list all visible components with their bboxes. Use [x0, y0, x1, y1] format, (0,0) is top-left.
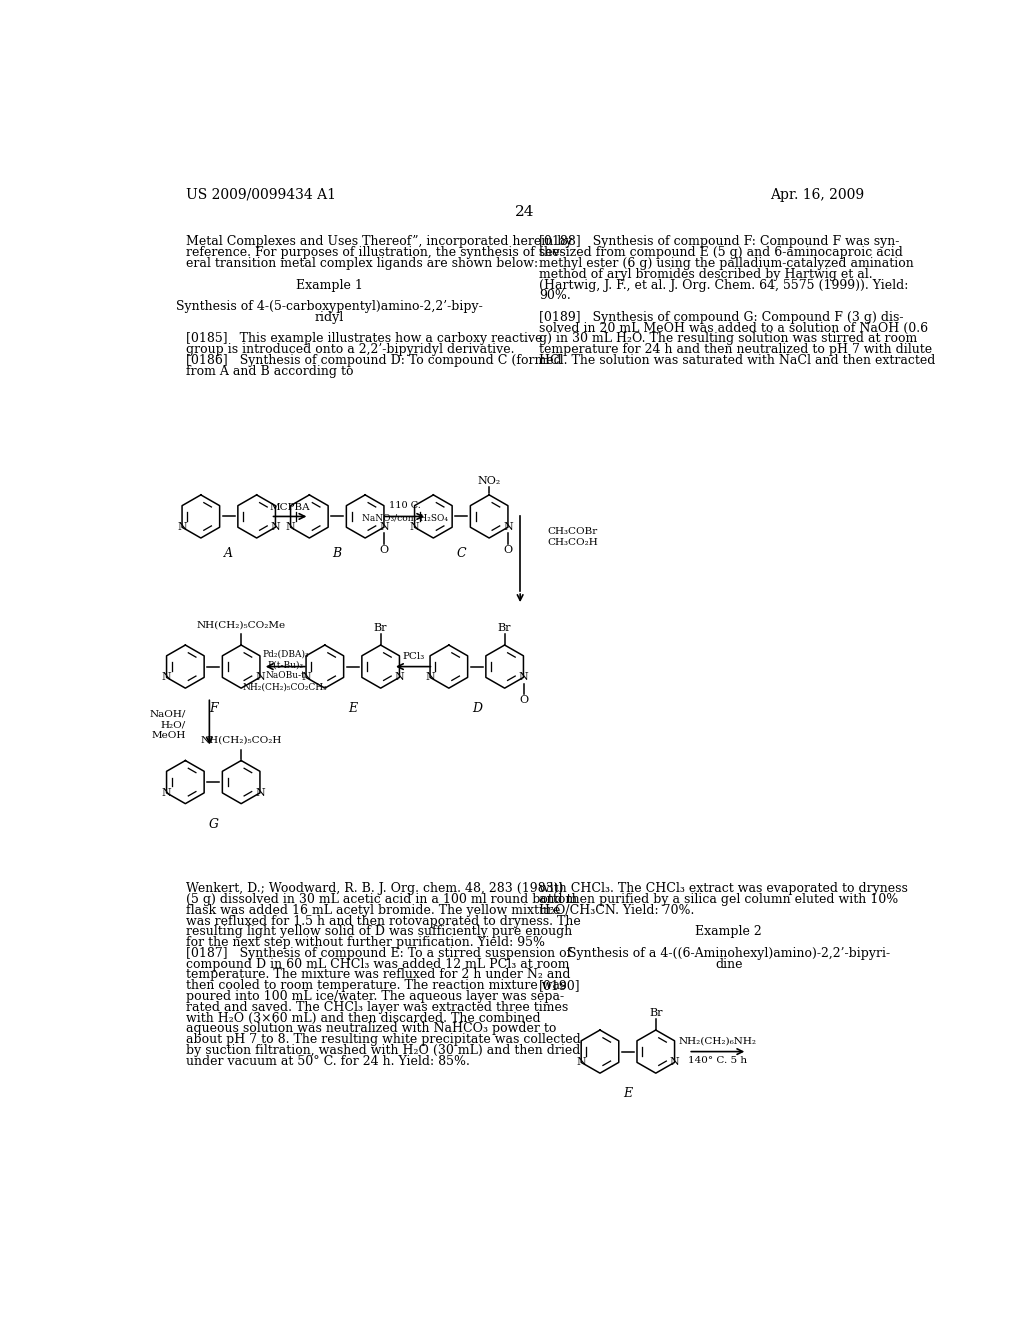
Text: Wenkert, D.; Woodward, R. B. J. Org. chem. 48, 283 (1983)): Wenkert, D.; Woodward, R. B. J. Org. che…: [186, 882, 563, 895]
Text: Br: Br: [649, 1008, 663, 1018]
Text: N: N: [670, 1057, 680, 1068]
Text: 110 C.: 110 C.: [389, 502, 421, 510]
Text: eral transition metal complex ligands are shown below:: eral transition metal complex ligands ar…: [186, 257, 539, 271]
Text: P(t-Bu)₃: P(t-Bu)₃: [267, 660, 303, 669]
Text: N: N: [255, 672, 265, 682]
Text: poured into 100 mL ice/water. The aqueous layer was sepa-: poured into 100 mL ice/water. The aqueou…: [186, 990, 564, 1003]
Text: Example 1: Example 1: [296, 279, 362, 292]
Text: N: N: [503, 523, 513, 532]
Text: flask was added 16 mL acetyl bromide. The yellow mixture: flask was added 16 mL acetyl bromide. Th…: [186, 904, 560, 917]
Text: N: N: [518, 672, 528, 682]
Text: resulting light yellow solid of D was sufficiently pure enough: resulting light yellow solid of D was su…: [186, 925, 572, 939]
Text: [0190]: [0190]: [539, 979, 581, 993]
Text: B: B: [333, 546, 342, 560]
Text: NH(CH₂)₅CO₂H: NH(CH₂)₅CO₂H: [201, 737, 282, 744]
Text: and then purified by a silica gel column eluted with 10%: and then purified by a silica gel column…: [539, 892, 898, 906]
Text: N: N: [177, 523, 186, 532]
Text: about pH 7 to 8. The resulting white precipitate was collected: about pH 7 to 8. The resulting white pre…: [186, 1034, 581, 1047]
Text: Br: Br: [374, 623, 387, 634]
Text: by suction filtration, washed with H₂O (30 mL) and then dried: by suction filtration, washed with H₂O (…: [186, 1044, 581, 1057]
Text: H₂O/CH₃CN. Yield: 70%.: H₂O/CH₃CN. Yield: 70%.: [539, 904, 694, 917]
Text: CH₃COBr: CH₃COBr: [547, 528, 598, 536]
Text: N: N: [255, 788, 265, 797]
Text: G: G: [208, 818, 218, 832]
Text: NaNO₃/con. H₂SO₄: NaNO₃/con. H₂SO₄: [361, 513, 447, 523]
Text: O: O: [504, 545, 513, 556]
Text: [0186]   Synthesis of compound D: To compound C (formed: [0186] Synthesis of compound D: To compo…: [186, 354, 562, 367]
Text: then cooled to room temperature. The reaction mixture was: then cooled to room temperature. The rea…: [186, 979, 566, 993]
Text: 140° C. 5 h: 140° C. 5 h: [688, 1056, 748, 1065]
Text: g) in 30 mL H₂O. The resulting solution was stirred at room: g) in 30 mL H₂O. The resulting solution …: [539, 333, 918, 346]
Text: NaOBu-t: NaOBu-t: [265, 672, 305, 680]
Text: thesized from compound E (5 g) and 6-aminocaproic acid: thesized from compound E (5 g) and 6-ami…: [539, 246, 902, 259]
Text: N: N: [301, 672, 311, 682]
Text: 90%.: 90%.: [539, 289, 570, 302]
Text: F: F: [209, 702, 217, 715]
Text: A: A: [224, 546, 233, 560]
Text: ridyl: ridyl: [314, 312, 344, 323]
Text: CH₃CO₂H: CH₃CO₂H: [547, 539, 598, 546]
Text: [0187]   Synthesis of compound E: To a stirred suspension of: [0187] Synthesis of compound E: To a sti…: [186, 946, 571, 960]
Text: O: O: [380, 545, 388, 556]
Text: N: N: [270, 523, 281, 532]
Text: with H₂O (3×60 mL) and then discarded. The combined: with H₂O (3×60 mL) and then discarded. T…: [186, 1011, 541, 1024]
Text: solved in 20 mL MeOH was added to a solution of NaOH (0.6: solved in 20 mL MeOH was added to a solu…: [539, 322, 928, 335]
Text: for the next step without further purification. Yield: 95%: for the next step without further purifi…: [186, 936, 545, 949]
Text: D: D: [472, 702, 481, 715]
Text: dine: dine: [715, 958, 742, 970]
Text: compound D in 60 mL CHCl₃ was added 12 mL PCl₃ at room: compound D in 60 mL CHCl₃ was added 12 m…: [186, 958, 569, 970]
Text: Synthesis of a 4-((6-Aminohexyl)amino)-2,2’-bipyri-: Synthesis of a 4-((6-Aminohexyl)amino)-2…: [567, 946, 890, 960]
Text: US 2009/0099434 A1: US 2009/0099434 A1: [186, 187, 336, 202]
Text: temperature for 24 h and then neutralized to pH 7 with dilute: temperature for 24 h and then neutralize…: [539, 343, 932, 356]
Text: N: N: [162, 672, 171, 682]
Text: aqueous solution was neutralized with NaHCO₃ powder to: aqueous solution was neutralized with Na…: [186, 1022, 556, 1035]
Text: Pd₂(DBA)₃: Pd₂(DBA)₃: [262, 649, 308, 659]
Text: NH(CH₂)₅CO₂Me: NH(CH₂)₅CO₂Me: [197, 620, 286, 630]
Text: Example 2: Example 2: [695, 925, 762, 939]
Text: MCPBA: MCPBA: [269, 503, 310, 512]
Text: temperature. The mixture was refluxed for 2 h under N₂ and: temperature. The mixture was refluxed fo…: [186, 969, 570, 982]
Text: from A and B according to: from A and B according to: [186, 364, 353, 378]
Text: E: E: [624, 1088, 633, 1101]
Text: Synthesis of 4-(5-carboxypentyl)amino-2,2’-bipy-: Synthesis of 4-(5-carboxypentyl)amino-2,…: [176, 300, 483, 313]
Text: [0185]   This example illustrates how a carboxy reactive: [0185] This example illustrates how a ca…: [186, 333, 543, 346]
Text: N: N: [394, 672, 404, 682]
Text: (5 g) dissolved in 30 mL acetic acid in a 100 ml round bottom: (5 g) dissolved in 30 mL acetic acid in …: [186, 892, 578, 906]
Text: NH₂(CH₂)₅CO₂CH₃: NH₂(CH₂)₅CO₂CH₃: [243, 682, 328, 692]
Text: (Hartwig, J. F., et al. J. Org. Chem. 64, 5575 (1999)). Yield:: (Hartwig, J. F., et al. J. Org. Chem. 64…: [539, 279, 908, 292]
Text: N: N: [425, 672, 435, 682]
Text: H₂O/: H₂O/: [161, 721, 186, 730]
Text: Metal Complexes and Uses Thereof”, incorporated herein by: Metal Complexes and Uses Thereof”, incor…: [186, 235, 572, 248]
Text: N: N: [577, 1057, 586, 1068]
Text: [0189]   Synthesis of compound G: Compound F (3 g) dis-: [0189] Synthesis of compound G: Compound…: [539, 312, 903, 323]
Text: Apr. 16, 2009: Apr. 16, 2009: [770, 187, 864, 202]
Text: Br: Br: [498, 623, 511, 634]
Text: group is introduced onto a 2,2’-bipyridyl derivative.: group is introduced onto a 2,2’-bipyridy…: [186, 343, 515, 356]
Text: method of aryl bromides described by Hartwig et al.: method of aryl bromides described by Har…: [539, 268, 872, 281]
Text: N: N: [379, 523, 389, 532]
Text: 24: 24: [515, 205, 535, 219]
Text: reference. For purposes of illustration, the synthesis of sev-: reference. For purposes of illustration,…: [186, 246, 564, 259]
Text: N: N: [410, 523, 420, 532]
Text: under vacuum at 50° C. for 24 h. Yield: 85%.: under vacuum at 50° C. for 24 h. Yield: …: [186, 1055, 470, 1068]
Text: E: E: [348, 702, 357, 715]
Text: NaOH/: NaOH/: [150, 710, 186, 719]
Text: HCl. The solution was saturated with NaCl and then extracted: HCl. The solution was saturated with NaC…: [539, 354, 935, 367]
Text: was refluxed for 1.5 h and then rotovaporated to dryness. The: was refluxed for 1.5 h and then rotovapo…: [186, 915, 581, 928]
Text: MeOH: MeOH: [152, 731, 186, 741]
Text: rated and saved. The CHCl₃ layer was extracted three times: rated and saved. The CHCl₃ layer was ext…: [186, 1001, 568, 1014]
Text: with CHCl₃. The CHCl₃ extract was evaporated to dryness: with CHCl₃. The CHCl₃ extract was evapor…: [539, 882, 907, 895]
Text: O: O: [519, 696, 528, 705]
Text: N: N: [286, 523, 295, 532]
Text: C: C: [457, 546, 466, 560]
Text: NO₂: NO₂: [477, 477, 501, 486]
Text: NH₂(CH₂)₆NH₂: NH₂(CH₂)₆NH₂: [679, 1036, 757, 1045]
Text: PCl₃: PCl₃: [402, 652, 424, 661]
Text: N: N: [162, 788, 171, 797]
Text: [0188]   Synthesis of compound F: Compound F was syn-: [0188] Synthesis of compound F: Compound…: [539, 235, 899, 248]
Text: methyl ester (6 g) using the palladium-catalyzed amination: methyl ester (6 g) using the palladium-c…: [539, 257, 913, 271]
